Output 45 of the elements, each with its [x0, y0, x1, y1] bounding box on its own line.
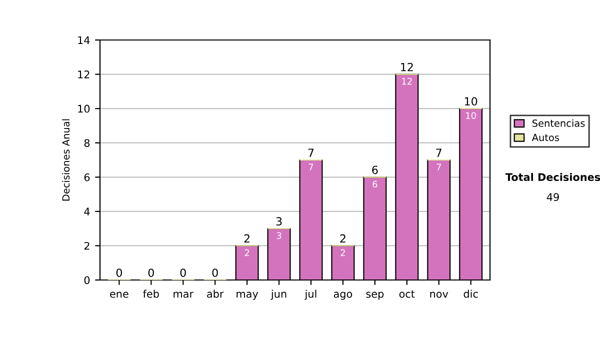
data-label: 7	[436, 164, 441, 170]
y-tick-label: 14	[78, 36, 90, 44]
data-label: 10	[466, 112, 476, 119]
total-label: 0	[148, 268, 154, 277]
legend-label: Autos	[532, 134, 560, 142]
x-tick-label: jul	[304, 290, 316, 300]
y-tick-label: 6	[84, 173, 90, 182]
x-tick-label: sep	[366, 292, 384, 300]
total-label: 2	[244, 234, 250, 243]
total-label: 2	[340, 234, 346, 243]
y-tick-label: 10	[78, 104, 90, 113]
total-label: 0	[212, 268, 218, 277]
total-label: 0	[116, 268, 122, 277]
x-tick-label: ene	[110, 292, 128, 298]
total-label: 3	[276, 217, 282, 226]
text: 49	[546, 193, 559, 202]
total-label: 10	[464, 97, 478, 106]
x-tick-label: mar	[174, 292, 194, 298]
data-label: 12	[402, 78, 412, 85]
total-label: 12	[401, 62, 413, 72]
legend-label: Sentencias	[532, 119, 585, 127]
y-tick-label: 8	[84, 139, 90, 147]
data-label: 3	[276, 232, 282, 239]
x-tick-label: jun	[270, 290, 286, 300]
data-label: 2	[340, 249, 345, 256]
x-tick-label: may	[236, 292, 258, 300]
data-label: 7	[308, 164, 314, 170]
x-tick-label: dic	[464, 290, 478, 298]
data-label: 2	[244, 249, 250, 256]
y-tick-label: 4	[84, 208, 90, 216]
x-tick-label: nov	[430, 292, 448, 298]
y-tick-label: 12	[78, 70, 90, 78]
x-tick-label: feb	[143, 290, 159, 298]
data-label: 6	[372, 180, 378, 188]
total-label: 6	[372, 166, 378, 174]
x-tick-label: ago	[334, 292, 352, 300]
y-axis-title: Decisiones Anual	[62, 119, 70, 201]
total-label: 7	[308, 148, 314, 157]
x-tick-label: oct	[399, 290, 415, 298]
y-tick-label: 0	[84, 276, 90, 284]
x-tick-label: abr	[207, 290, 224, 298]
total-label: 7	[436, 148, 442, 157]
y-tick-label: 2	[84, 242, 90, 250]
text: Total Decisiones	[505, 172, 600, 182]
total-label: 0	[180, 268, 186, 277]
